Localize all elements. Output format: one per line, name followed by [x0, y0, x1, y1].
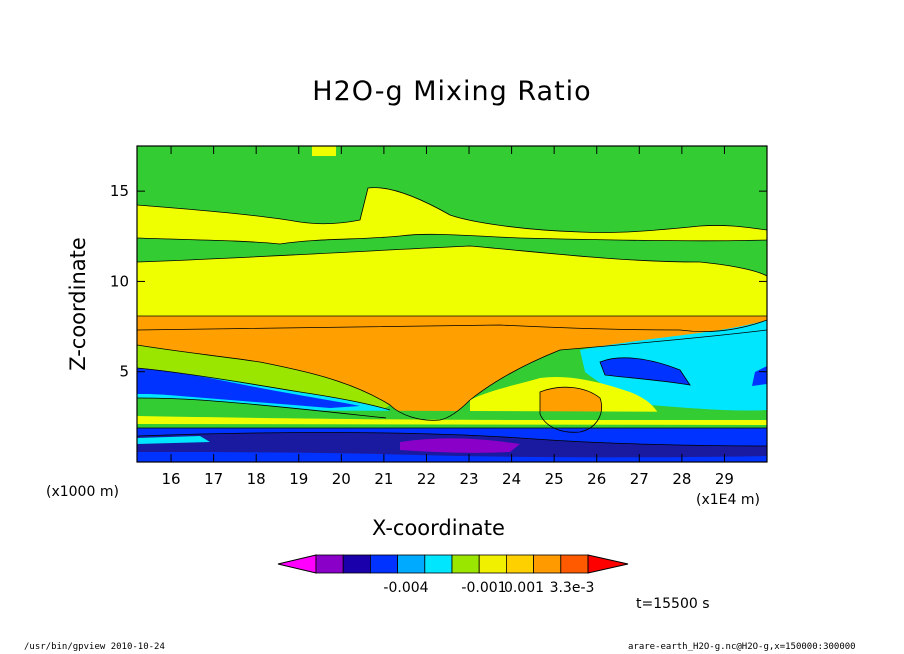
- x-tick-label: 28: [672, 470, 691, 488]
- band-cyan-bottom: [137, 436, 210, 444]
- y-tick-label: 15: [110, 182, 129, 200]
- band-purple: [400, 438, 520, 453]
- band-cyan-right: [580, 320, 767, 411]
- colorbar-cell: [533, 554, 562, 574]
- band-blue-right-streak: [600, 357, 690, 385]
- footer-right: arare-earth_H2O-g.nc@H2O-g,x=150000:3000…: [628, 642, 856, 652]
- y-tick-label: 5: [119, 363, 129, 381]
- contour-lines: [137, 187, 767, 447]
- time-label: t=15500 s: [636, 596, 710, 612]
- y-ticks: 5 10 15: [110, 182, 767, 381]
- colorbar-label: 3.3e-3: [550, 580, 595, 596]
- colorbar-max-arrow: [587, 554, 629, 574]
- y-axis-label: Z-coordinate: [66, 237, 90, 371]
- x-tick-label: 21: [374, 470, 393, 488]
- x-tick-label: 17: [204, 470, 223, 488]
- band-blue-left: [137, 368, 360, 408]
- band-blue-right-edge: [752, 366, 767, 386]
- colorbar-cell: [478, 554, 507, 574]
- x-tick-label: 19: [289, 470, 308, 488]
- colorbar-cell: [560, 554, 589, 574]
- x-unit-right: (x1E4 m): [696, 492, 760, 508]
- colorbar-min-arrow: [277, 554, 317, 574]
- y-tick-label: 10: [110, 272, 129, 290]
- x-tick-label: 29: [715, 470, 734, 488]
- colorbar-cell: [315, 554, 344, 574]
- colorbar-cell: [342, 554, 371, 574]
- x-tick-label: 18: [247, 470, 266, 488]
- band-yellow-middle: [137, 246, 767, 332]
- x-tick-label: 24: [502, 470, 521, 488]
- contour-field: [137, 146, 767, 462]
- colorbar-cell: [397, 554, 426, 574]
- colorbar-label: -0.004: [383, 580, 428, 596]
- colorbar-cell: [424, 554, 453, 574]
- colorbar-cell: [451, 554, 480, 574]
- band-lightgreen-left: [137, 345, 390, 412]
- x-tick-label: 23: [459, 470, 478, 488]
- x-tick-label: 16: [162, 470, 181, 488]
- colorbar-cell: [505, 554, 534, 574]
- x-axis-label: X-coordinate: [372, 516, 505, 540]
- x-tick-label: 25: [545, 470, 564, 488]
- colorbar-label: -0.001: [461, 580, 506, 596]
- colorbar-cell: [369, 554, 398, 574]
- x-tick-label: 20: [332, 470, 351, 488]
- chart-title: H2O-g Mixing Ratio: [312, 76, 592, 107]
- colorbar-label: 0.001: [504, 580, 544, 596]
- x-tick-label: 27: [630, 470, 649, 488]
- x-unit-left: (x1000 m): [46, 484, 119, 500]
- plot-frame: [136, 145, 768, 463]
- band-orange: [137, 316, 767, 421]
- x-tick-label: 26: [587, 470, 606, 488]
- band-yellow-lower-stripe: [137, 416, 767, 425]
- footer-left: /usr/bin/gpview 2010-10-24: [24, 642, 165, 652]
- band-yellow-top-blob: [312, 146, 336, 156]
- x-ticks: 16 17 18 19 20 21 22 23 24 25 26 27 28 29: [162, 146, 734, 488]
- x-tick-label: 22: [417, 470, 436, 488]
